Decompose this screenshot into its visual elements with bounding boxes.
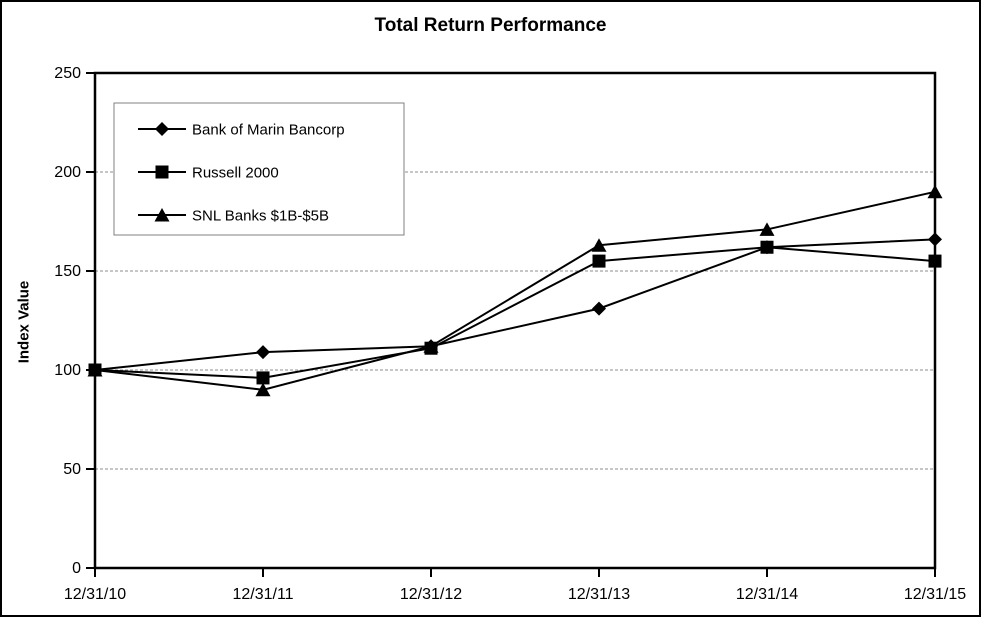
series-marker-diamond-bank-of-marin-bancorp [256,345,270,360]
series-marker-triangle-snl-banks-1b-5b [591,238,607,252]
x-tick-label-2: 12/31/12 [400,586,462,603]
legend-square-marker-icon [155,165,169,179]
series-line-bank-of-marin-bancorp [94,238,936,371]
x-tick-label-3: 12/31/13 [568,586,630,603]
plot-border [93,71,937,570]
x-tick-label-5: 12/31/15 [904,586,966,603]
series-marker-triangle-snl-banks-1b-5b [927,184,943,199]
legend-label-bank-of-marin-bancorp: Bank of Marin Bancorp [192,122,345,139]
series-marker-square-russell-2000 [592,254,606,268]
x-tick-label-1: 12/31/11 [232,586,293,603]
y-tick-label-200: 200 [54,164,81,181]
y-tick-label-0: 0 [72,560,81,577]
series-line-russell-2000 [94,246,936,379]
y-tick-label-250: 250 [54,65,81,82]
legend-diamond-marker-icon [155,122,169,136]
series-marker-diamond-bank-of-marin-bancorp [592,301,606,316]
series-marker-square-russell-2000 [928,254,942,268]
x-tick-label-4: 12/31/14 [736,586,798,603]
legend-label-snl-banks-1b-5b: SNL Banks $1B-$5B [192,208,329,225]
y-tick-label-50: 50 [63,461,81,478]
y-tick-label-100: 100 [54,362,81,379]
series-marker-triangle-snl-banks-1b-5b [255,382,271,397]
legend-triangle-marker-icon [154,208,170,222]
series-marker-diamond-bank-of-marin-bancorp [928,232,942,247]
series-marker-square-russell-2000 [256,371,270,385]
y-tick-label-150: 150 [54,263,81,280]
series-marker-square-russell-2000 [424,341,438,355]
series-line-snl-banks-1b-5b [94,190,936,391]
legend-label-russell-2000: Russell 2000 [192,165,279,182]
series-marker-triangle-snl-banks-1b-5b [759,222,775,236]
series-marker-square-russell-2000 [88,363,102,377]
chart-title: Total Return Performance [374,15,607,36]
series-marker-square-russell-2000 [760,240,774,254]
x-tick-label-0: 12/31/10 [64,586,126,603]
